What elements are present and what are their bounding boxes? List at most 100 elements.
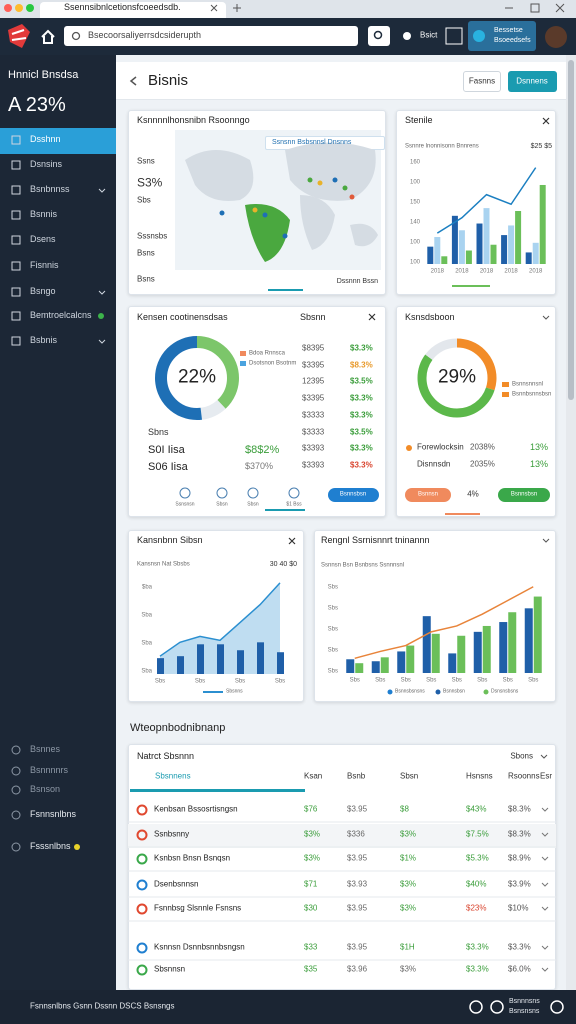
cell: $40% [466, 879, 487, 889]
cell: $3333 [302, 410, 325, 420]
cell: $3.93 [347, 879, 368, 889]
y-tick-label: 100 [409, 179, 420, 186]
x-tick-label: Sbs [451, 677, 462, 684]
cell: $3.3% [466, 964, 489, 974]
secondary-button[interactable] [463, 71, 501, 92]
cell[interactable]: Sbsnnsn [154, 964, 186, 974]
menu-item[interactable]: Bsbnis [30, 335, 58, 346]
cell: $10% [508, 903, 529, 913]
pill-text[interactable]: 4% [467, 489, 479, 499]
button-label[interactable]: Fasnns [468, 76, 496, 86]
menu-item[interactable]: Bsnnis [30, 209, 58, 220]
toolbar-label[interactable]: $1 Bss [286, 501, 302, 508]
cell[interactable]: Ksnbsn Bnsn Bsnqsn [154, 853, 231, 863]
column-header[interactable]: Ksan [304, 771, 323, 781]
cell: 12395 [302, 376, 325, 386]
pill-text[interactable]: Bsnnsn [417, 491, 439, 498]
nav-button[interactable] [468, 21, 536, 51]
x-tick-label: Sbs [400, 677, 411, 684]
table-card [128, 744, 556, 990]
nav-button-text[interactable]: Bsoeedsefs [494, 37, 531, 45]
menu-item[interactable]: Fisnnis [30, 260, 59, 271]
column-header[interactable]: Hsnsns [466, 771, 493, 781]
x-tick-label: Sbs [234, 678, 246, 685]
cell: Forewlocksin [417, 442, 464, 452]
cell: $6.0% [508, 964, 531, 974]
x-tick-label: Sbs [375, 677, 386, 684]
toolbar-label[interactable]: Ssnsnsn [175, 501, 195, 508]
menu-item[interactable]: Bsngo [30, 286, 56, 297]
column-header[interactable]: Esr [540, 771, 552, 781]
summary-text: S06 Iisa [148, 460, 188, 473]
cell: $71 [304, 879, 318, 889]
cell: $3.3% [350, 443, 373, 453]
toolbar-label[interactable]: Sbsn [247, 501, 259, 508]
cell: $3393 [302, 443, 325, 453]
menu-item[interactable]: Fsnnsnlbns [30, 809, 77, 820]
menu-item[interactable]: Bsnnnnrs [30, 765, 69, 776]
trend-card [396, 110, 556, 295]
cell: $3395 [302, 360, 325, 370]
menu-item[interactable]: Dsens [30, 234, 56, 245]
x-tick-label: Sbs [528, 677, 539, 684]
search-button[interactable] [368, 26, 390, 46]
cell: $43% [466, 804, 487, 814]
orange-pill[interactable] [405, 488, 451, 502]
pill-text[interactable]: Bsnnsbsn [510, 491, 538, 498]
menu-item[interactable]: Dsshnn [30, 134, 61, 145]
cell: $1H [400, 942, 415, 952]
cell: $8 [400, 804, 409, 814]
column-header[interactable]: Sbsn [400, 771, 419, 781]
cell: $3.5% [350, 427, 373, 437]
x-tick-label: Sbs [274, 678, 286, 685]
scrollbar [566, 55, 576, 990]
y-tick-label: Sbs [327, 647, 338, 654]
table-action[interactable]: Sbons [510, 751, 533, 761]
primary-button[interactable] [508, 71, 557, 92]
cell: 2038% [470, 442, 495, 452]
cell: $3% [400, 964, 417, 974]
menu-item[interactable]: Bsnson [30, 784, 61, 795]
tab-underline [130, 789, 305, 792]
summary-text: $8$2% [245, 443, 280, 456]
legend-text: Sbsnns [226, 688, 243, 695]
cell: $8.3% [508, 804, 531, 814]
card-subtitle: Ssnnsn Bsn Bsnbsns Ssnnnsnl [321, 562, 405, 569]
legend-text: Bdoa Rnnsca [249, 350, 286, 357]
toolbar-label[interactable]: Sbsn [216, 501, 228, 508]
cell[interactable]: Kenbsan Bssosrtisngsn [154, 804, 238, 814]
cell: $336 [347, 829, 365, 839]
nav-button-text[interactable]: Bessetse [494, 27, 523, 35]
summary-text: Sbns [148, 427, 169, 438]
pill[interactable] [328, 488, 379, 502]
cell[interactable]: Ksnnsn Dsnnbsnnbsngsn [154, 942, 245, 952]
y-tick-label: Sba [141, 668, 152, 675]
cell: $3% [400, 903, 417, 913]
cell[interactable]: Fsnnbsg Slsnnle Fsnsns [154, 903, 242, 913]
y-tick-label: Sbs [327, 626, 338, 633]
cell[interactable]: Dsenbsnnsn [154, 879, 199, 889]
nav-link[interactable]: Bsict [420, 30, 438, 40]
cell: $3395 [302, 393, 325, 403]
cell: 13% [529, 442, 548, 453]
x-tick-label: 2018 [529, 268, 543, 275]
column-header[interactable]: Bsnb [347, 771, 366, 781]
menu-item[interactable]: Bsnbnnss [30, 184, 70, 195]
column-header[interactable]: Sbsnnens [155, 771, 191, 781]
menu-item[interactable]: Dsnsins [30, 159, 63, 170]
legend-text: Bsnnsbsn [443, 688, 465, 695]
browser-tab[interactable] [40, 2, 226, 18]
menu-item[interactable]: Fsssnlbns [30, 841, 71, 852]
cell[interactable]: Ssnbsnny [154, 829, 190, 839]
x-tick-label: Sbs [477, 677, 488, 684]
search-box[interactable] [64, 26, 358, 46]
chart-value: $25 $5 [530, 143, 552, 151]
button-label[interactable]: Dsnnens [516, 76, 548, 86]
pill-text[interactable]: Bsnnsbsn [339, 491, 367, 498]
cell: Disnnsdn [417, 459, 451, 469]
summary-text: $370% [245, 461, 274, 472]
menu-item[interactable]: Bsnnes [30, 744, 61, 755]
green-pill[interactable] [498, 488, 550, 502]
menu-item[interactable]: Bemtroelcalcns [30, 310, 92, 321]
column-header[interactable]: Rsoonns [508, 771, 540, 781]
